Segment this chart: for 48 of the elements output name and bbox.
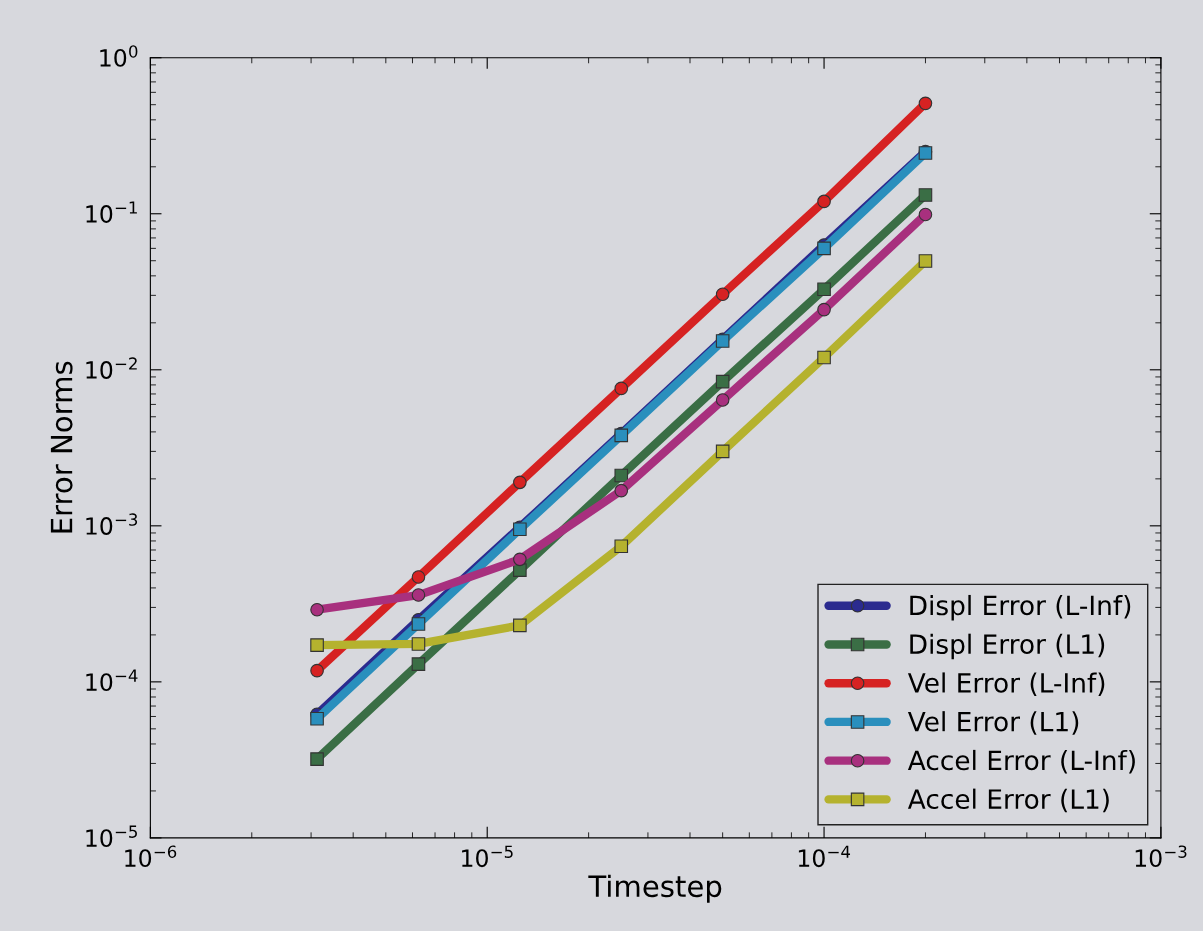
point (411, 637, 426, 651)
point (715, 374, 730, 389)
point (411, 617, 426, 631)
point (614, 468, 629, 483)
y-tick-label: 10$^{−5}$ (86, 825, 137, 848)
legend-label: Displ Error (L1) (910, 633, 1105, 660)
y-tick-label: 10$^{−3}$ (86, 513, 138, 535)
point (310, 752, 324, 766)
legend-label: Accel Error (L1) (907, 788, 1109, 813)
y-tick-label: 10$^{−2}$ (86, 357, 137, 379)
y-axis-title: Error Norms (50, 361, 73, 533)
legend-label: Accel Error (L-Inf) (907, 749, 1135, 774)
y-tick-label: 10$^{0}$ (100, 45, 138, 67)
x-tick-label: 10$^{−3}$ (1135, 845, 1187, 868)
point (513, 618, 527, 633)
point (715, 393, 730, 407)
y-tick-label: 10$^{−1}$ (86, 201, 137, 223)
point (918, 254, 933, 268)
point (310, 602, 324, 617)
point (614, 483, 629, 498)
point (715, 287, 730, 302)
point (715, 444, 730, 459)
point (817, 302, 831, 317)
x-tick-label: 10$^{−5}$ (462, 845, 513, 868)
point (918, 207, 933, 222)
point (918, 188, 933, 202)
x-tick-label: 10$^{−6}$ (125, 845, 177, 868)
point (918, 96, 933, 111)
point (310, 638, 324, 652)
point (817, 241, 831, 256)
point (513, 552, 527, 567)
legend-label: Displ Error (L-Inf) (910, 594, 1131, 621)
point (817, 282, 831, 297)
point (310, 711, 324, 726)
point (614, 539, 629, 554)
point (513, 475, 527, 490)
point (614, 381, 629, 396)
point (310, 663, 324, 678)
point (411, 588, 426, 602)
point (817, 194, 831, 209)
point (411, 570, 426, 584)
legend-label: Vel Error (L-Inf) (907, 672, 1105, 696)
legend-label: Vel Error (L1) (907, 711, 1079, 735)
point (411, 657, 426, 671)
x-tick-label: 10$^{−4}$ (798, 845, 851, 868)
y-tick-label: 10$^{−4}$ (86, 669, 138, 692)
point (817, 350, 831, 365)
x-axis-title: Timestep (588, 874, 722, 903)
